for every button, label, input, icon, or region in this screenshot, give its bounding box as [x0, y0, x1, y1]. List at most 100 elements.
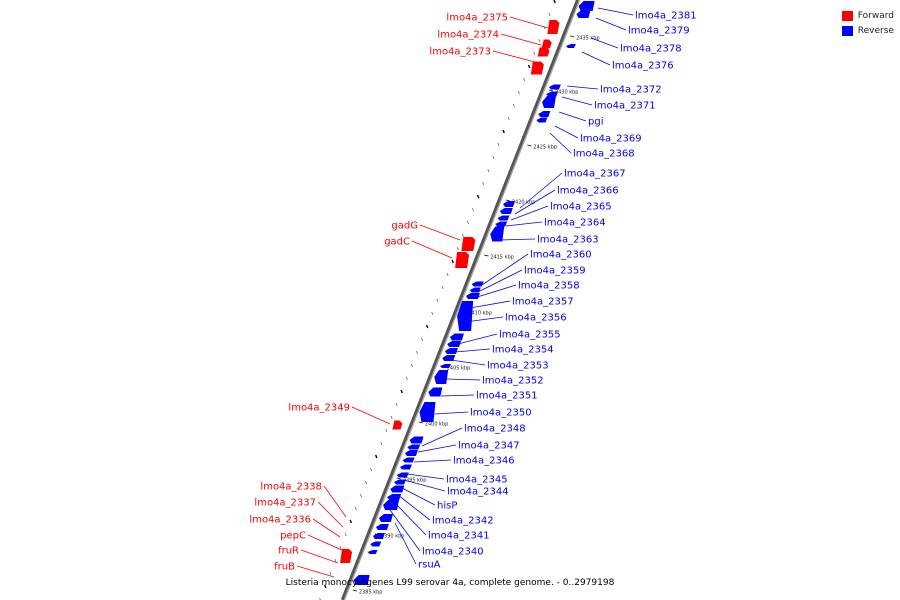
reverse-gene-block: [578, 1, 595, 11]
guide-dot: [553, 0, 556, 4]
forward-leader-line: [500, 33, 542, 46]
reverse-gene-block: [402, 457, 415, 463]
reverse-gene-label: lmo4a_2354: [492, 345, 554, 356]
reverse-gene-label: lmo4a_2359: [524, 266, 586, 277]
reverse-gene-label: lmo4a_2353: [487, 361, 549, 372]
guide-dot: [354, 506, 357, 511]
reverse-gene-label: lmo4a_2340: [422, 547, 484, 558]
guide-dot: [339, 545, 342, 550]
guide-dot: [461, 233, 464, 238]
reverse-gene-label: lmo4a_2369: [580, 134, 642, 145]
reverse-gene-block: [490, 226, 505, 242]
reverse-gene-label: lmo4a_2358: [518, 281, 580, 292]
reverse-gene-block: [548, 84, 561, 90]
guide-dot: [507, 116, 510, 121]
reverse-leader-line: [413, 459, 452, 463]
reverse-gene-label: lmo4a_2363: [537, 235, 599, 246]
reverse-gene-label: lmo4a_2365: [550, 202, 612, 213]
reverse-leader-line: [417, 444, 457, 453]
guide-dot: [523, 77, 525, 82]
reverse-gene-block: [576, 10, 591, 18]
guide-dot: [400, 389, 403, 394]
reverse-gene-label: lmo4a_2356: [505, 313, 567, 324]
tick-label: 2390 kbp: [381, 534, 405, 540]
tick-label: 2435 kbp: [576, 36, 600, 42]
tick-mark: [396, 477, 401, 480]
reverse-leader-line: [393, 501, 427, 536]
guide-dot: [548, 12, 551, 17]
reverse-gene-label: lmo4a_2368: [573, 149, 635, 160]
reverse-leader-line: [561, 96, 593, 106]
guide-dot: [451, 259, 454, 264]
forward-gene-block: [340, 549, 353, 563]
reverse-gene-label: lmo4a_2351: [476, 391, 538, 402]
reverse-gene-block: [536, 117, 548, 123]
reverse-gene-label: lmo4a_2357: [512, 297, 574, 308]
tick-mark: [505, 199, 510, 202]
guide-dot: [446, 272, 449, 277]
guide-dot: [380, 441, 383, 446]
tick-label: 2420 kbp: [512, 200, 536, 206]
reverse-gene-block: [471, 281, 484, 287]
forward-gene-label: lmo4a_2375: [446, 13, 508, 24]
reverse-gene-block: [542, 96, 557, 108]
forward-leader-line: [317, 501, 344, 528]
tick-label: 2400 kbp: [425, 422, 449, 428]
reverse-leader-line: [566, 85, 599, 90]
reverse-leader-line: [457, 333, 498, 345]
reverse-leader-line: [473, 284, 517, 299]
reverse-leader-line: [454, 348, 491, 353]
guide-dot: [374, 454, 378, 459]
guide-dot: [334, 558, 337, 563]
guide-dot: [533, 51, 536, 56]
guide-dot: [385, 428, 388, 433]
genome-backbone: [340, 0, 580, 600]
reverse-leader-line: [469, 300, 511, 309]
reverse-gene-block: [404, 450, 418, 456]
reverse-gene-label: hisP: [437, 501, 457, 512]
tick-label: 2385 kbp: [359, 590, 383, 596]
forward-gene-block: [455, 252, 470, 268]
reverse-gene-block: [538, 111, 551, 117]
reverse-leader-line: [510, 205, 549, 221]
reverse-gene-block: [546, 91, 559, 97]
reverse-gene-block: [497, 215, 510, 221]
guide-dot: [425, 324, 429, 329]
reverse-gene-block: [457, 301, 474, 331]
reverse-gene-block: [353, 575, 370, 585]
guide-dot: [492, 155, 495, 160]
forward-gene-label: lmo4a_2374: [437, 30, 499, 41]
forward-gene-block: [392, 420, 403, 430]
reverse-leader-line: [394, 522, 417, 565]
reverse-leader-line: [406, 473, 445, 480]
reverse-gene-label: lmo4a_2371: [594, 101, 656, 112]
reverse-gene-label: lmo4a_2346: [453, 456, 515, 467]
reverse-gene-label: lmo4a_2342: [432, 516, 494, 527]
guide-dot: [349, 519, 353, 524]
reverse-gene-label: lmo4a_2341: [428, 531, 490, 542]
forward-gene-label: lmo4a_2336: [249, 515, 311, 526]
genome-backbone-highlight: [343, 0, 581, 600]
forward-gene-label: lmo4a_2373: [429, 47, 491, 58]
forward-gene-label: lmo4a_2338: [260, 482, 322, 493]
reverse-swatch: [841, 25, 853, 36]
tick-mark: [527, 144, 532, 147]
guide-dot: [395, 402, 398, 407]
reverse-leader-line: [505, 221, 543, 227]
tick-label: 2425 kbp: [533, 145, 557, 151]
tick-mark: [548, 89, 554, 92]
reverse-gene-block: [495, 221, 508, 227]
reverse-gene-label: lmo4a_2347: [458, 441, 520, 452]
guide-dot: [517, 90, 520, 95]
guide-dot: [466, 220, 469, 225]
tick-mark: [418, 421, 423, 424]
reverse-leader-line: [401, 487, 436, 506]
reverse-gene-label: rsuA: [418, 560, 441, 571]
forward-gene-block: [537, 47, 550, 57]
reverse-leader-line: [446, 378, 481, 381]
forward-leader-line: [351, 406, 391, 425]
reverse-leader-line: [519, 172, 563, 209]
reverse-gene-block: [394, 479, 407, 485]
reverse-gene-block: [409, 436, 424, 444]
